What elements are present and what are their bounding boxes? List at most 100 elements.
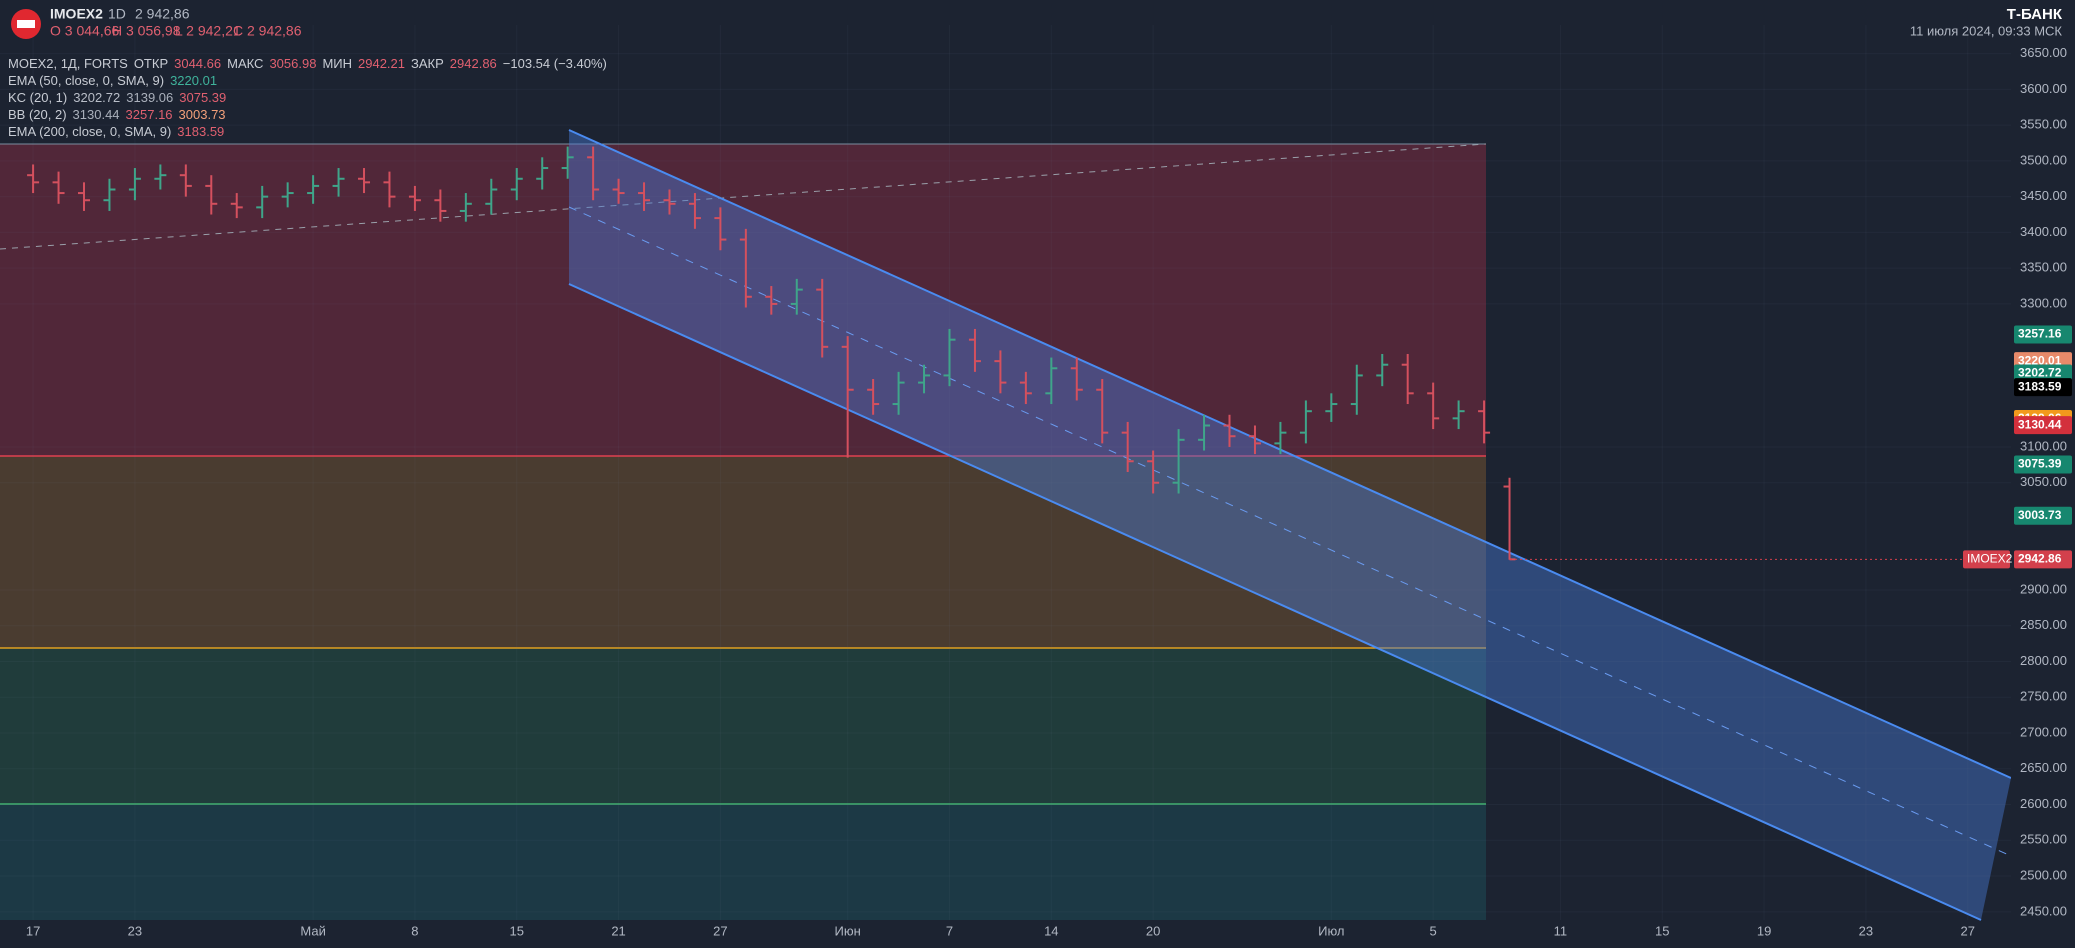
- y-tick-label: 3400.00: [2020, 224, 2067, 239]
- legend-item: ЗАКР: [411, 56, 444, 71]
- candle: [358, 168, 371, 194]
- candle: [943, 328, 956, 387]
- y-tick-label: 2800.00: [2020, 653, 2067, 668]
- price-badge-label: 3257.16: [2018, 327, 2062, 341]
- x-tick-label: 27: [1960, 923, 1974, 938]
- datetime: 11 июля 2024, 09:33 МСК: [1910, 23, 2063, 38]
- price-badge-label: 3075.39: [2018, 457, 2062, 471]
- legend-item: −103.54 (−3.40%): [503, 56, 607, 71]
- candle: [1223, 414, 1236, 447]
- candle: [510, 168, 523, 201]
- y-tick-label: 2500.00: [2020, 867, 2067, 882]
- price-badge-label: 3130.44: [2018, 417, 2062, 431]
- x-tick-label: 15: [1655, 923, 1669, 938]
- ohlc: O 3 044,66: [50, 23, 119, 39]
- candle: [1478, 400, 1491, 444]
- y-tick-label: 2450.00: [2020, 903, 2067, 918]
- x-tick-label: 19: [1757, 923, 1771, 938]
- candle: [892, 371, 905, 415]
- candle: [1070, 357, 1083, 401]
- candle: [179, 164, 192, 197]
- price-badge-label: 3202.72: [2018, 366, 2062, 380]
- candle: [128, 168, 141, 201]
- candle: [1172, 429, 1185, 494]
- candle: [1198, 414, 1211, 451]
- legend-item: 2942.21: [358, 56, 405, 71]
- symbol-badge-label: IMOEX2: [1967, 552, 2013, 566]
- zone-teal: [0, 804, 1486, 920]
- y-tick-label: 3100.00: [2020, 438, 2067, 453]
- x-tick-label: 15: [510, 923, 524, 938]
- channel-edge: [568, 129, 2012, 779]
- candle: [434, 189, 447, 222]
- candle: [1452, 400, 1465, 430]
- candle: [1376, 353, 1389, 387]
- legend-item: МИН: [322, 56, 352, 71]
- legend-item: EMA (200, close, 0, SMA, 9): [8, 124, 171, 139]
- candle: [841, 336, 854, 458]
- y-tick-label: 3600.00: [2020, 81, 2067, 96]
- legend-item: 3130.44: [73, 107, 120, 122]
- price-badge: [2014, 325, 2072, 344]
- brand: Т-БАНК: [2007, 6, 2063, 23]
- candle: [205, 175, 218, 215]
- legend-item: 2942.86: [450, 56, 497, 71]
- x-tick-label: 8: [411, 923, 418, 938]
- candle: [739, 228, 752, 308]
- price-badge: [2014, 455, 2072, 474]
- candle: [918, 364, 931, 394]
- candle: [154, 164, 167, 190]
- legend-item: ОТКР: [134, 56, 168, 71]
- legend-item: 3056.98: [269, 56, 316, 71]
- price-badge: [2014, 378, 2072, 397]
- x-tick-label: 23: [1859, 923, 1873, 938]
- x-tick-label: Июл: [1318, 923, 1344, 938]
- candle: [816, 278, 829, 358]
- legend: MOEX2, 1Д, FORTS ОТКР 3044.66 МАКС 3056.98 МИ…: [8, 56, 607, 139]
- candle: [688, 193, 701, 229]
- candle: [1147, 450, 1160, 494]
- price-badge-label: 3003.73: [2018, 508, 2062, 522]
- legend-item: МАКС: [227, 56, 263, 71]
- x-tick-label: 5: [1430, 923, 1437, 938]
- candle: [790, 278, 803, 315]
- y-tick-label: 2700.00: [2020, 724, 2067, 739]
- x-tick-label: Июн: [835, 923, 861, 938]
- symbol-badge: [1963, 550, 2010, 569]
- y-tick-label: 3500.00: [2020, 152, 2067, 167]
- legend-item: 3202.72: [73, 90, 120, 105]
- x-tick-label: 17: [26, 923, 40, 938]
- price-badge-label: 3183.59: [2018, 379, 2062, 393]
- candle: [281, 182, 294, 208]
- ohlc: L 2 942,21: [175, 23, 241, 39]
- legend-line: MOEX2, 1Д, FORTS ОТКР 3044.66 МАКС 3056.98 МИ…: [8, 56, 607, 71]
- price-axis: [2011, 0, 2075, 948]
- y-tick-label: 2550.00: [2020, 832, 2067, 847]
- candle: [1019, 371, 1032, 405]
- candle: [103, 178, 116, 211]
- trend-line: [0, 143, 1487, 250]
- x-tick-label: 11: [1554, 923, 1568, 938]
- symbol: IMOEX2: [50, 6, 103, 22]
- legend-line: BB (20, 2) 3130.44 3257.16 3003.73: [8, 107, 226, 122]
- y-tick-label: 3450.00: [2020, 188, 2067, 203]
- legend-line: KC (20, 1) 3202.72 3139.06 3075.39: [8, 90, 226, 105]
- channel-center: [568, 206, 2012, 857]
- candle: [1121, 421, 1134, 472]
- candle: [612, 178, 625, 204]
- candle: [256, 185, 269, 219]
- candle: [230, 193, 243, 219]
- plot: [0, 25, 2011, 920]
- price-badge: [2014, 506, 2072, 525]
- legend-item: 3257.16: [126, 107, 173, 122]
- candle: [307, 175, 320, 204]
- candle: [1401, 353, 1414, 405]
- legend-item: BB (20, 2): [8, 107, 67, 122]
- y-tick-label: 3300.00: [2020, 295, 2067, 310]
- candle: [485, 178, 498, 215]
- price-badge: [2014, 550, 2072, 569]
- y-tick-label: 2900.00: [2020, 581, 2067, 596]
